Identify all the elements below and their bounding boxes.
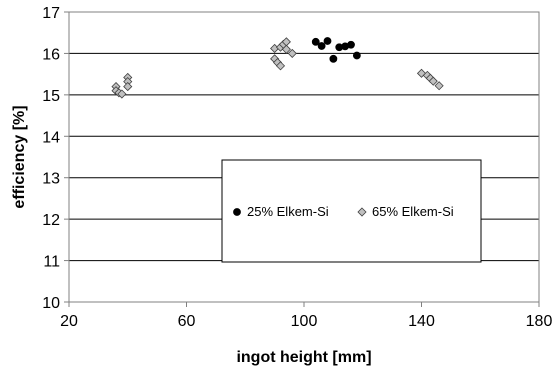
data-point (287, 48, 297, 58)
data-point (347, 40, 355, 49)
legend-marker (233, 208, 241, 216)
data-point (311, 37, 320, 46)
legend: 25% Elkem-Si 65% Elkem-Si (221, 159, 482, 263)
legend-label: 65% Elkem-Si (372, 204, 454, 219)
data-point (434, 81, 444, 91)
data-point (123, 82, 133, 92)
y-tick-label: 17 (42, 5, 60, 22)
axis-ticks (64, 11, 540, 307)
y-tick-label: 15 (42, 88, 60, 105)
legend-entry: 65% Elkem-Si (357, 204, 454, 219)
legend-items: 25% Elkem-Si 65% Elkem-Si (233, 204, 454, 219)
y-tick-label: 11 (43, 254, 60, 271)
legend-entry: 25% Elkem-Si (233, 204, 329, 219)
x-tick-label: 140 (408, 313, 435, 330)
data-points (111, 37, 444, 99)
y-axis-title: efficiency [%] (11, 105, 28, 208)
x-tick-label: 180 (526, 313, 553, 330)
y-tick-label: 13 (42, 171, 60, 188)
data-point (323, 37, 332, 45)
data-point (329, 54, 338, 63)
y-tick-label: 14 (42, 129, 60, 146)
x-tick-label: 100 (291, 313, 318, 330)
x-tick-label: 60 (178, 313, 196, 330)
data-point (117, 89, 127, 99)
x-tick-labels: 20 60 100 140 180 (60, 313, 552, 330)
y-tick-labels: 10 11 12 13 14 15 16 17 (42, 5, 60, 312)
data-point (428, 76, 438, 86)
series-1 (311, 37, 361, 63)
y-tick-label: 16 (42, 46, 60, 63)
x-axis-title: ingot height [mm] (236, 349, 371, 366)
y-tick-label: 12 (42, 212, 60, 229)
series-2 (111, 37, 444, 99)
data-point (352, 51, 361, 60)
data-point (275, 61, 286, 71)
x-tick-label: 20 (60, 313, 78, 330)
legend-marker (357, 207, 367, 217)
y-tick-label: 10 (42, 295, 60, 312)
data-point (281, 44, 291, 54)
legend-box (221, 159, 482, 263)
data-point (317, 42, 326, 50)
legend-label: 25% Elkem-Si (247, 204, 329, 219)
